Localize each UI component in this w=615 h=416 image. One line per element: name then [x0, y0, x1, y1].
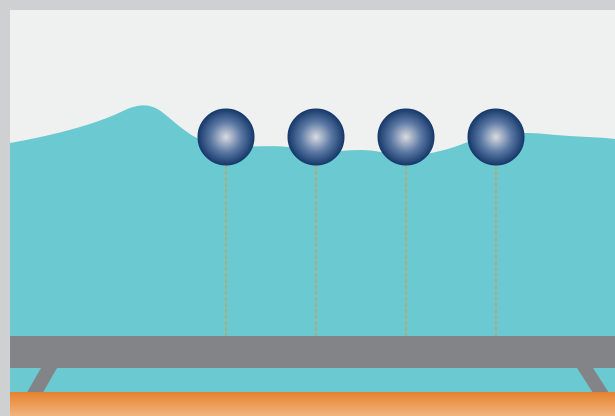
- buoy-2: [287, 108, 345, 166]
- buoy-4: [467, 108, 525, 166]
- platform-beam: [10, 336, 615, 368]
- tether-group: [225, 165, 497, 336]
- buoy-group: [197, 108, 525, 166]
- seabed: [10, 392, 615, 416]
- buoy-1: [197, 108, 255, 166]
- buoy-3: [377, 108, 435, 166]
- platform: [10, 336, 615, 396]
- platform-leg-right: [577, 368, 611, 396]
- platform-leg-left: [25, 368, 57, 396]
